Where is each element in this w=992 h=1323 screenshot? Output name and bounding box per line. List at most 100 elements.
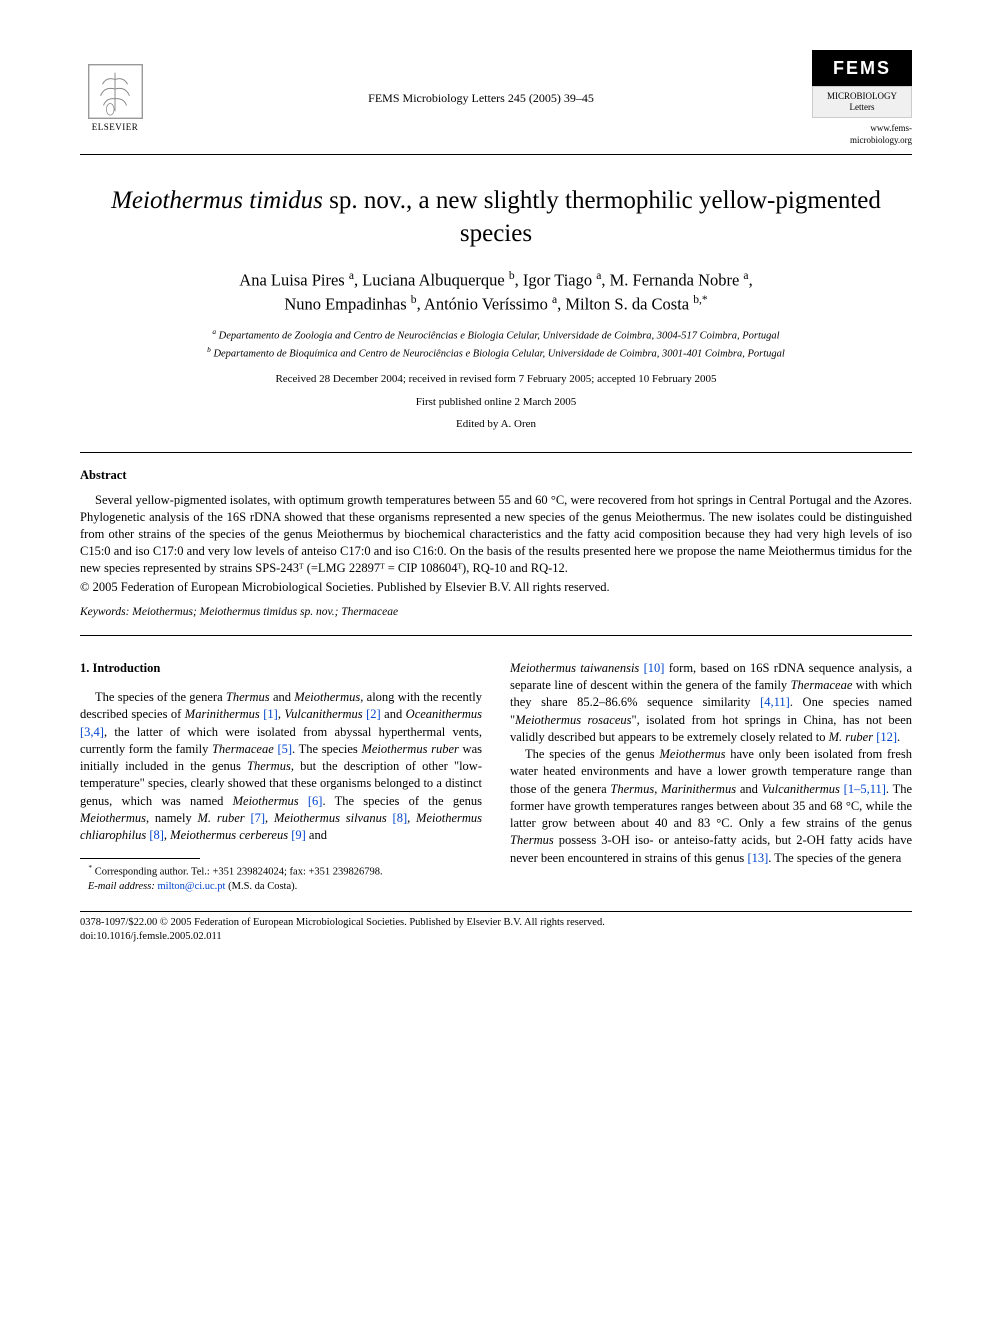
sep: , M. Fernanda Nobre — [601, 271, 743, 290]
t: The species of the genus — [525, 747, 660, 761]
t: and — [306, 828, 327, 842]
abstract-copyright: © 2005 Federation of European Microbiolo… — [80, 579, 912, 596]
ref-link[interactable]: [6] — [308, 794, 323, 808]
ref-link[interactable]: [5] — [277, 742, 292, 756]
ref-link[interactable]: [10] — [644, 661, 665, 675]
fems-sub1: MICROBIOLOGY — [827, 91, 897, 101]
t — [299, 794, 308, 808]
column-right: Meiothermus taiwanensis [10] form, based… — [510, 660, 912, 893]
ref-link[interactable]: [3,4] — [80, 725, 104, 739]
genus: Marinithermus — [661, 782, 736, 796]
body-columns: 1. Introduction The species of the gener… — [80, 660, 912, 893]
elsevier-label: ELSEVIER — [92, 121, 139, 133]
fems-url: www.fems-microbiology.org — [812, 122, 912, 146]
t: . The species — [292, 742, 361, 756]
species: M. ruber — [198, 811, 245, 825]
genus: Meiothermus — [80, 811, 146, 825]
ref-link[interactable]: [9] — [291, 828, 306, 842]
genus: Oceanithermus — [406, 707, 482, 721]
column-left: 1. Introduction The species of the gener… — [80, 660, 482, 893]
intro-paragraph-1-cont: Meiothermus taiwanensis [10] form, based… — [510, 660, 912, 746]
author-1: Ana Luisa Pires — [239, 271, 349, 290]
title-species: Meiothermus timidus — [111, 187, 323, 214]
t: and — [381, 707, 406, 721]
genus: Thermus — [610, 782, 654, 796]
author-5: Nuno Empadinhas — [284, 294, 410, 313]
t: , — [265, 811, 274, 825]
genus: Vulcanithermus — [762, 782, 840, 796]
section-1-heading: 1. Introduction — [80, 660, 482, 677]
fems-sub2: Letters — [850, 102, 875, 112]
footnote-email-tail: (M.S. da Costa). — [225, 881, 297, 892]
species: Meiothermus taiwanensis — [510, 661, 639, 675]
footer-rule — [80, 911, 912, 912]
genus: Meiothermus — [294, 690, 360, 704]
journal-reference: FEMS Microbiology Letters 245 (2005) 39–… — [150, 90, 812, 106]
author-7-affil: b,* — [693, 294, 707, 306]
abstract-heading: Abstract — [80, 467, 912, 484]
footnote-email-label: E-mail address: — [88, 881, 155, 892]
corresponding-footnote: * Corresponding author. Tel.: +351 23982… — [80, 863, 482, 893]
genus: Thermus — [247, 759, 291, 773]
abstract-bottom-rule — [80, 635, 912, 636]
t: , — [407, 811, 416, 825]
sep: , — [749, 271, 753, 290]
article-dates: Received 28 December 2004; received in r… — [80, 372, 912, 387]
t: . The species of the genera — [768, 851, 901, 865]
authors: Ana Luisa Pires a, Luciana Albuquerque b… — [80, 268, 912, 315]
abstract-body: Several yellow-pigmented isolates, with … — [80, 492, 912, 576]
footnote-rule — [80, 858, 200, 859]
affil-a: Departamento de Zoologia and Centro de N… — [216, 331, 780, 342]
ref-link[interactable]: [2] — [366, 707, 381, 721]
family: Thermaceae — [791, 678, 853, 692]
species: Meiothermus silvanus — [274, 811, 387, 825]
t: and — [270, 690, 295, 704]
keywords-label: Keywords: — [80, 606, 129, 618]
article-title: Meiothermus timidus sp. nov., a new slig… — [80, 185, 912, 250]
elsevier-logo: ELSEVIER — [80, 64, 150, 133]
title-rest: sp. nov., a new slightly thermophilic ye… — [323, 187, 881, 247]
t: , namely — [146, 811, 198, 825]
intro-paragraph-2: The species of the genus Meiothermus hav… — [510, 746, 912, 867]
ref-link[interactable]: [8] — [149, 828, 164, 842]
genus: Thermus — [226, 690, 270, 704]
ref-link[interactable]: [13] — [747, 851, 768, 865]
genus: Vulcanithermus — [284, 707, 362, 721]
keywords-body: Meiothermus; Meiothermus timidus sp. nov… — [129, 606, 398, 618]
ref-link[interactable]: [7] — [250, 811, 265, 825]
species: Meiothermus rosaceus — [515, 713, 631, 727]
elsevier-tree-icon — [88, 64, 143, 119]
ref-link[interactable]: [12] — [876, 730, 897, 744]
footer-line-1: 0378-1097/$22.00 © 2005 Federation of Eu… — [80, 916, 912, 930]
affiliations: a Departamento de Zoologia and Centro de… — [80, 327, 912, 361]
genus: Meiothermus — [233, 794, 299, 808]
genus: Marinithermus — [185, 707, 260, 721]
ref-link[interactable]: [1] — [263, 707, 278, 721]
abstract-top-rule — [80, 452, 912, 453]
intro-paragraph-1: The species of the genera Thermus and Me… — [80, 689, 482, 844]
species: Meiothermus cerbereus — [170, 828, 288, 842]
keywords: Keywords: Meiothermus; Meiothermus timid… — [80, 605, 912, 621]
top-rule — [80, 154, 912, 155]
fems-logo-top: FEMS — [812, 50, 912, 86]
species: M. ruber — [829, 730, 873, 744]
ref-link[interactable]: [1–5,11] — [844, 782, 886, 796]
ref-link[interactable]: [4,11] — [760, 695, 790, 709]
species: Meiothermus ruber — [361, 742, 458, 756]
sep: , Milton S. da Costa — [557, 294, 693, 313]
t: . — [897, 730, 900, 744]
sep: , Luciana Albuquerque — [354, 271, 509, 290]
family: Thermaceae — [212, 742, 274, 756]
t: The species of the genera — [95, 690, 226, 704]
footnote-corr: Corresponding author. Tel.: +351 2398240… — [92, 867, 383, 878]
t: and — [736, 782, 762, 796]
t: . The species of the genus — [322, 794, 482, 808]
header-row: ELSEVIER FEMS Microbiology Letters 245 (… — [80, 50, 912, 146]
first-published: First published online 2 March 2005 — [80, 395, 912, 410]
sep: , António Veríssimo — [417, 294, 552, 313]
fems-logo: FEMS MICROBIOLOGY Letters www.fems-micro… — [812, 50, 912, 146]
ref-link[interactable]: [8] — [393, 811, 408, 825]
affil-b: Departamento de Bioquímica and Centro de… — [211, 348, 785, 359]
footnote-email[interactable]: milton@ci.uc.pt — [155, 881, 226, 892]
edited-by: Edited by A. Oren — [80, 417, 912, 432]
